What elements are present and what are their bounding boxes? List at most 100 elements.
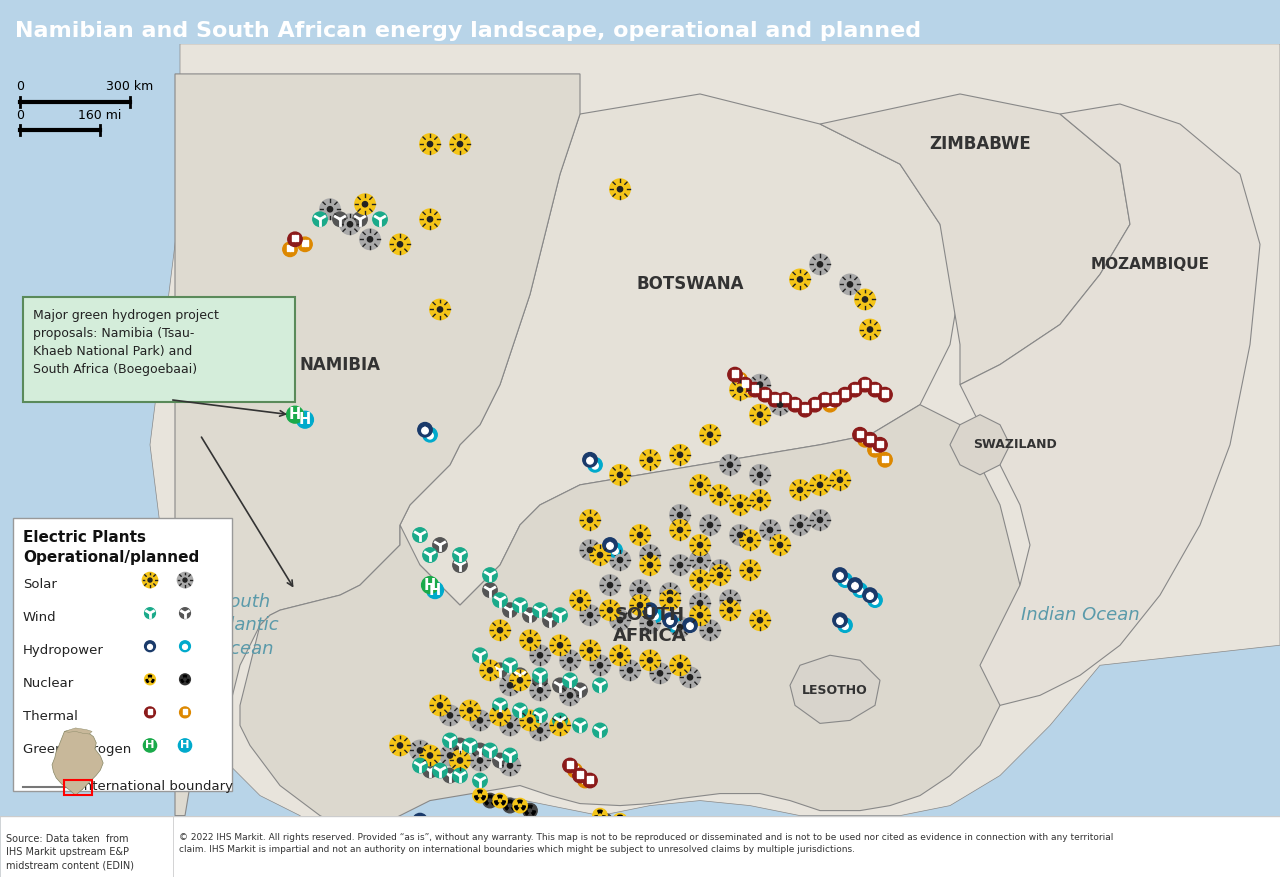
Bar xyxy=(764,390,765,396)
Wedge shape xyxy=(614,821,620,825)
Circle shape xyxy=(498,713,503,718)
Bar xyxy=(786,396,788,402)
Circle shape xyxy=(695,539,705,551)
Polygon shape xyxy=(588,456,593,460)
Circle shape xyxy=(727,597,732,602)
Circle shape xyxy=(575,595,585,605)
Wedge shape xyxy=(150,680,154,682)
Circle shape xyxy=(564,655,576,666)
Circle shape xyxy=(609,465,630,485)
Circle shape xyxy=(740,530,760,550)
Circle shape xyxy=(436,824,443,830)
Circle shape xyxy=(868,327,873,332)
Wedge shape xyxy=(477,790,483,795)
Circle shape xyxy=(863,296,868,302)
Circle shape xyxy=(603,819,607,822)
Circle shape xyxy=(740,560,760,581)
Circle shape xyxy=(730,524,750,545)
Circle shape xyxy=(640,650,660,671)
Circle shape xyxy=(755,495,765,505)
Circle shape xyxy=(422,427,438,442)
Circle shape xyxy=(425,214,435,225)
Circle shape xyxy=(618,819,622,822)
Circle shape xyxy=(532,668,548,682)
Circle shape xyxy=(818,392,832,407)
Circle shape xyxy=(690,474,710,496)
Bar xyxy=(846,390,849,396)
Circle shape xyxy=(735,500,745,510)
Circle shape xyxy=(735,384,745,395)
Circle shape xyxy=(755,469,765,481)
Circle shape xyxy=(598,663,603,668)
Circle shape xyxy=(640,450,660,470)
Circle shape xyxy=(179,641,191,652)
Circle shape xyxy=(527,717,532,723)
Circle shape xyxy=(750,404,771,425)
Circle shape xyxy=(790,515,810,535)
Circle shape xyxy=(449,134,470,154)
Circle shape xyxy=(463,738,477,752)
Circle shape xyxy=(603,829,617,843)
Circle shape xyxy=(179,674,191,685)
Circle shape xyxy=(472,743,488,758)
Text: Electric Plants: Electric Plants xyxy=(23,530,146,545)
Circle shape xyxy=(178,573,193,588)
Circle shape xyxy=(623,824,627,827)
Circle shape xyxy=(430,695,451,716)
Wedge shape xyxy=(509,806,516,810)
Bar xyxy=(817,401,818,407)
Circle shape xyxy=(498,628,503,633)
Bar xyxy=(845,390,846,396)
Circle shape xyxy=(582,774,598,788)
Bar xyxy=(777,396,778,402)
Circle shape xyxy=(823,397,837,412)
Circle shape xyxy=(617,617,622,623)
Circle shape xyxy=(570,680,571,681)
Circle shape xyxy=(580,510,600,531)
Bar xyxy=(864,436,865,442)
Circle shape xyxy=(142,573,157,588)
Circle shape xyxy=(669,445,690,465)
Wedge shape xyxy=(600,816,605,820)
Circle shape xyxy=(588,458,602,472)
Bar xyxy=(861,436,864,442)
Text: H: H xyxy=(424,578,436,593)
Circle shape xyxy=(538,652,543,658)
Circle shape xyxy=(860,294,870,305)
Circle shape xyxy=(695,598,705,609)
Wedge shape xyxy=(517,800,522,806)
Circle shape xyxy=(433,763,447,778)
Polygon shape xyxy=(175,74,580,816)
Circle shape xyxy=(425,750,435,761)
Text: H: H xyxy=(298,412,311,427)
Bar xyxy=(856,431,859,437)
Circle shape xyxy=(460,745,461,746)
Wedge shape xyxy=(527,805,532,810)
Circle shape xyxy=(588,517,593,523)
Circle shape xyxy=(553,678,567,693)
Bar xyxy=(835,396,836,402)
Circle shape xyxy=(503,658,517,673)
Circle shape xyxy=(488,667,493,673)
Bar xyxy=(882,455,883,462)
Circle shape xyxy=(677,663,682,668)
Circle shape xyxy=(795,519,805,531)
Polygon shape xyxy=(417,816,422,822)
Circle shape xyxy=(465,705,475,716)
Circle shape xyxy=(675,660,685,671)
Circle shape xyxy=(535,650,545,660)
Circle shape xyxy=(652,613,658,619)
Circle shape xyxy=(648,608,662,623)
Circle shape xyxy=(847,578,863,592)
Polygon shape xyxy=(873,596,877,601)
Circle shape xyxy=(438,307,443,312)
Circle shape xyxy=(648,457,653,462)
Circle shape xyxy=(460,554,461,556)
Circle shape xyxy=(417,818,424,825)
Wedge shape xyxy=(620,825,625,830)
Circle shape xyxy=(607,833,613,840)
Bar xyxy=(884,455,886,462)
Circle shape xyxy=(549,619,550,621)
Bar xyxy=(579,771,581,778)
Circle shape xyxy=(479,794,481,797)
